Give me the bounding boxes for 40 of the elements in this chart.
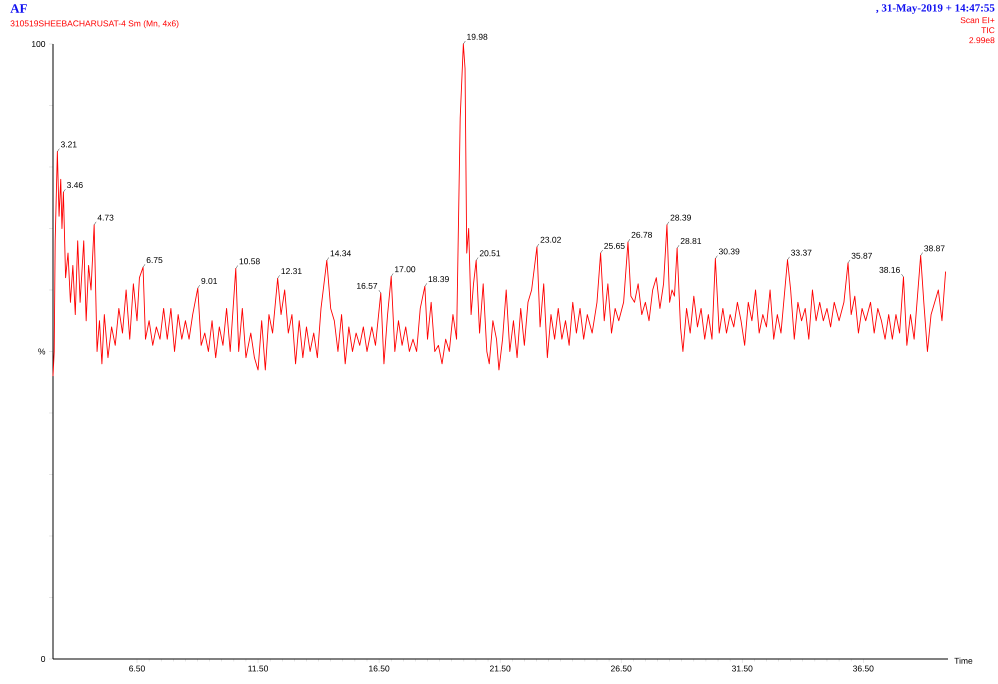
- annotation: 3.21: [60, 141, 77, 148]
- annotation: 6.75: [146, 257, 162, 264]
- annotation: 19.98: [467, 34, 488, 40]
- annotation: 16.57: [357, 282, 378, 289]
- annotation: 12.31: [282, 268, 302, 274]
- x-axis-title: Time: [954, 658, 972, 664]
- annotation: 33.37: [791, 250, 812, 256]
- annotation: 20.51: [480, 250, 500, 256]
- annotation: 28.39: [670, 214, 691, 221]
- y-tick-label: 0: [41, 656, 46, 662]
- annotation: 26.78: [632, 232, 652, 238]
- x-tick-label: 21.50: [490, 666, 510, 672]
- annotation: 10.58: [240, 258, 260, 264]
- annotation: 9.01: [201, 278, 218, 284]
- text: Scan EI+: [960, 17, 994, 24]
- x-tick-label: 26.50: [611, 666, 632, 672]
- x-tick-label: 11.50: [248, 666, 268, 672]
- annotation: 23.02: [540, 236, 561, 243]
- annotation: 28.81: [680, 238, 702, 244]
- annotation: 18.39: [428, 276, 449, 282]
- annotation: 38.16: [879, 266, 900, 273]
- annotation: 17.00: [395, 266, 416, 272]
- x-tick-label: 6.50: [129, 666, 145, 672]
- x-tick-label: 31.50: [732, 666, 752, 672]
- y-tick-label: 100: [32, 41, 46, 47]
- chart-title: AF: [10, 4, 27, 13]
- y-tick-label: %: [38, 348, 46, 354]
- annotation: 35.87: [852, 252, 872, 259]
- annotation: 30.39: [718, 248, 740, 254]
- annotation: 38.87: [924, 245, 945, 252]
- annotation: 25.65: [604, 242, 625, 249]
- x-tick-label: 36.50: [853, 666, 874, 672]
- text: TIC: [981, 27, 994, 34]
- x-tick-label: 16.50: [369, 666, 390, 672]
- annotation: 3.46: [66, 182, 83, 188]
- annotation: 4.73: [98, 214, 114, 221]
- chart-subtitle: 310519SHEEBACHARUSAT-4 Sm (Mn, 4x6): [10, 20, 178, 28]
- annotation: 14.34: [330, 250, 351, 256]
- text: , 31-May-2019 + 14:47:55: [876, 4, 994, 14]
- text: 2.99e8: [969, 37, 994, 44]
